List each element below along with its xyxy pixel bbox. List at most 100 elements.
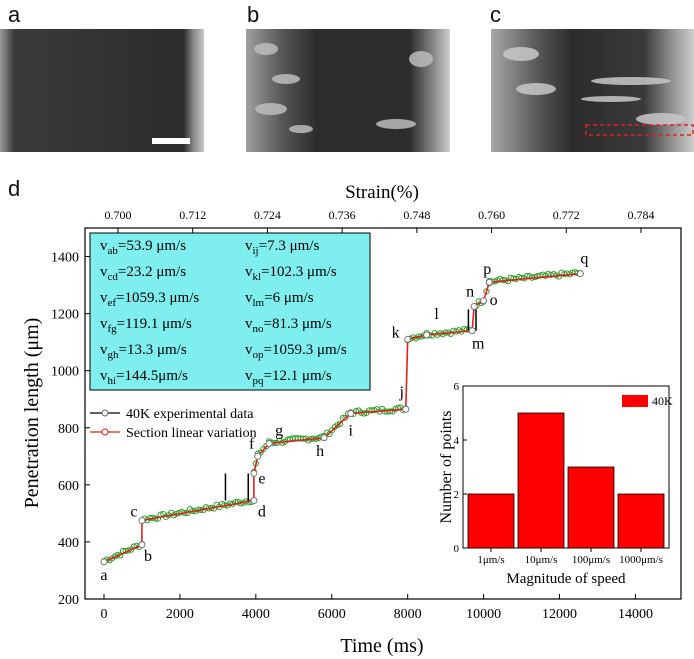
- y-tick-label: 800: [58, 422, 79, 437]
- x-tick-label: 2000: [166, 607, 194, 622]
- x-axis-label: Time (ms): [340, 635, 423, 657]
- section-point-f: [254, 452, 262, 460]
- top-tick-label: 0.784: [628, 208, 655, 222]
- micrograph-b-image: [246, 29, 450, 152]
- velocity-ij: vij=7.3 μm/s: [245, 238, 319, 257]
- point-label-f: f: [249, 435, 255, 452]
- panel-label-c: c: [490, 2, 501, 27]
- point-label-n: n: [466, 283, 474, 300]
- experimental-point: [510, 275, 517, 282]
- point-label-j: j: [399, 384, 404, 401]
- micrograph-c-image: [491, 29, 694, 152]
- inset-bar: [467, 493, 515, 549]
- section-point-n: [470, 302, 478, 310]
- velocity-fg: vfg=119.1 μm/s: [100, 316, 192, 335]
- top-tick-label: 0.760: [478, 208, 505, 222]
- inset-x-tick-label: 100μm/s: [572, 554, 610, 566]
- top-tick-label: 0.748: [403, 208, 430, 222]
- velocity-box: [89, 232, 371, 391]
- section-point-l: [423, 331, 431, 339]
- y-tick-label: 200: [58, 593, 79, 608]
- x-tick-label: 12000: [542, 607, 577, 622]
- point-label-m: m: [472, 336, 485, 353]
- velocity-op: vop=1059.3 μm/s: [245, 342, 347, 361]
- inset-y-tick-label: 6: [454, 381, 460, 393]
- experimental-point: [518, 274, 525, 281]
- scale-bar: [152, 138, 190, 144]
- inset-bar: [617, 493, 665, 549]
- top-tick-label: 0.712: [179, 208, 206, 222]
- point-label-k: k: [392, 324, 400, 341]
- x-tick-label: 4000: [242, 607, 270, 622]
- point-label-e: e: [258, 470, 265, 487]
- point-label-g: g: [275, 422, 283, 439]
- y-tick-label: 600: [58, 479, 79, 494]
- point-label-c: c: [130, 504, 137, 521]
- inset-y-tick-label: 4: [454, 435, 460, 447]
- section-point-j: [402, 405, 410, 413]
- inset-y-tick-label: 0: [454, 543, 460, 555]
- y-axis-label: Penetration length (μm): [21, 318, 43, 509]
- experimental-point: [337, 420, 344, 428]
- legend-label-experimental: 40K experimental data: [126, 407, 254, 422]
- velocity-kl: vkl=102.3 μm/s: [245, 264, 337, 283]
- section-point-m: [468, 327, 476, 335]
- point-label-l: l: [434, 306, 439, 323]
- velocity-gh: vgh=13.3 μm/s: [100, 342, 187, 361]
- x-tick-label: 10000: [466, 607, 501, 622]
- inset-y-axis-label: Number of points: [438, 411, 455, 524]
- inset-x-tick-label: 1000μm/s: [619, 554, 663, 566]
- section-point-a: [100, 558, 108, 566]
- velocity-ef: vef=1059.3 μm/s: [100, 290, 199, 309]
- point-label-i: i: [349, 423, 354, 440]
- inset-bar: [567, 466, 615, 549]
- y-tick-label: 1200: [51, 308, 79, 323]
- y-tick-label: 1000: [51, 365, 79, 380]
- section-point-h: [320, 434, 328, 442]
- section-point-g: [265, 439, 273, 447]
- micrograph-a-image: [0, 29, 204, 152]
- point-label-q: q: [580, 251, 588, 268]
- panel-label-d: d: [8, 176, 21, 201]
- velocity-pq: vpq=12.1 μm/s: [245, 368, 332, 387]
- section-point-d: [250, 497, 258, 505]
- legend: 40K experimental data Section linear var…: [90, 407, 257, 441]
- highlight-box: [585, 124, 694, 136]
- plot-frame: [84, 227, 682, 600]
- velocity-ab: vab=53.9 μm/s: [100, 238, 186, 257]
- inset-legend-swatch: [622, 395, 648, 407]
- point-label-a: a: [100, 567, 107, 584]
- velocity-lm: vlm=6 μm/s: [245, 290, 314, 309]
- section-point-o: [480, 297, 488, 305]
- top-axis-label: Strain(%): [345, 182, 419, 203]
- point-label-p: p: [483, 261, 491, 278]
- inset-x-tick-label: 10μm/s: [525, 554, 558, 566]
- inset-chart: 1μm/s 10μm/s 100μm/s 1000μm/s 0 2 4 6 40K Magni…: [438, 381, 673, 587]
- top-tick-label: 0.724: [254, 208, 281, 222]
- panel-label-a: a: [8, 2, 21, 27]
- velocity-hi: vhi=144.5μm/s: [100, 368, 188, 387]
- section-point-c: [138, 517, 146, 525]
- section-point-e: [250, 469, 258, 477]
- section-point-b: [138, 541, 146, 549]
- inset-bar: [517, 412, 565, 549]
- x-tick-label: 6000: [318, 607, 346, 622]
- experimental-point: [300, 435, 307, 442]
- velocity-no: vno=81.3 μm/s: [245, 316, 332, 335]
- micrograph-c: [491, 29, 694, 152]
- micrograph-b: [246, 29, 450, 152]
- top-tick-label: 0.736: [329, 208, 356, 222]
- velocity-cd: vcd=23.2 μm/s: [100, 264, 186, 283]
- x-tick-label: 8000: [394, 607, 422, 622]
- inset-x-tick-label: 1μm/s: [477, 554, 504, 566]
- section-point-p: [485, 278, 493, 286]
- inset-y-tick-label: 2: [454, 489, 460, 501]
- inset-x-axis-label: Magnitude of speed: [506, 571, 626, 587]
- section-point-i: [347, 410, 355, 417]
- legend-marker-experimental: [101, 409, 109, 417]
- y-tick-label: 400: [58, 536, 79, 551]
- point-label-b: b: [144, 548, 152, 565]
- top-tick-label: 0.772: [553, 208, 580, 222]
- point-label-h: h: [316, 443, 324, 460]
